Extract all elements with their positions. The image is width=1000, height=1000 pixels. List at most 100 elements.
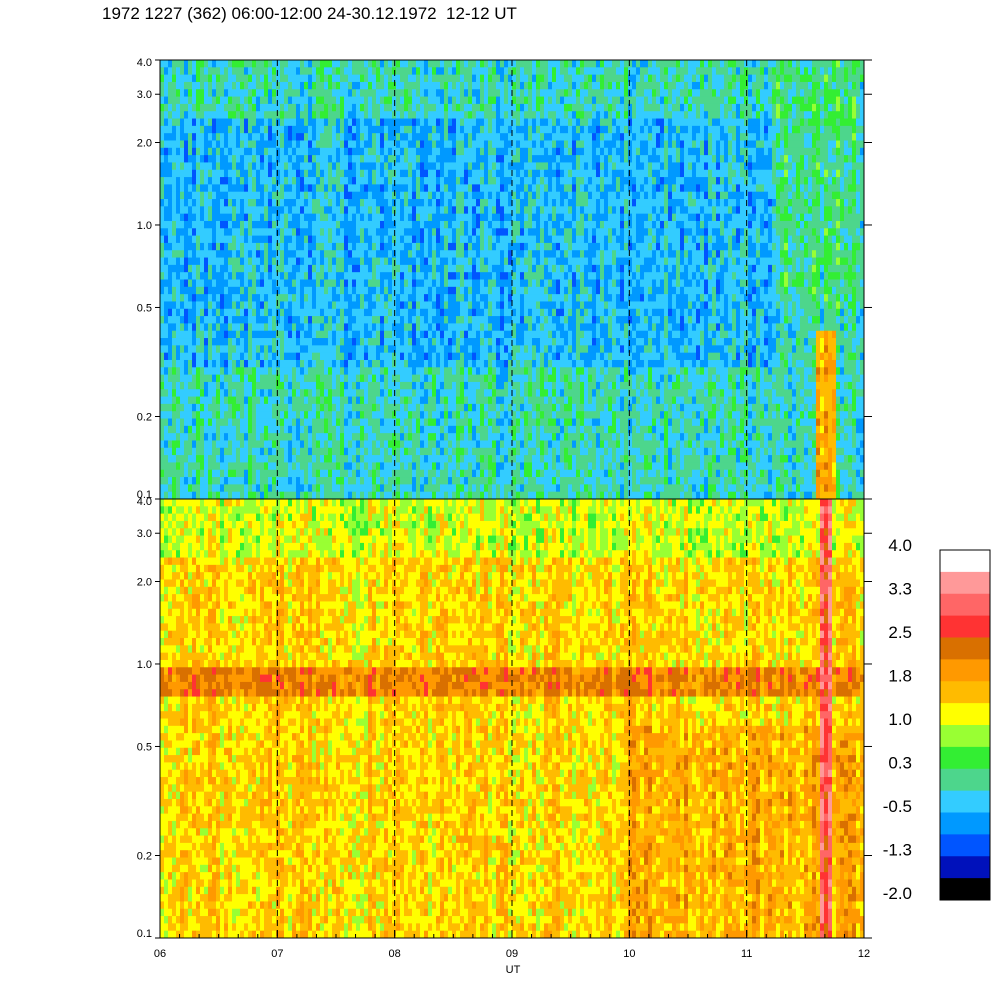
spectrogram-cell (176, 118, 181, 127)
spectrogram-cell (160, 491, 165, 499)
spectrogram-cell (444, 60, 449, 68)
spectrogram-cell (176, 425, 181, 434)
spectrogram-cell (164, 462, 169, 471)
spectrogram-cell (208, 323, 213, 332)
spectrogram-cell (340, 279, 345, 288)
spectrogram-cell (316, 257, 321, 266)
spectrogram-cell (320, 469, 325, 478)
spectrogram-cell (188, 433, 193, 442)
spectrogram-cell (464, 184, 469, 193)
spectrogram-cell (308, 242, 313, 251)
spectrogram-cell (196, 425, 201, 434)
spectrogram-cell (196, 418, 201, 427)
spectrogram-cell (240, 396, 245, 405)
spectrogram-cell (228, 191, 233, 200)
spectrogram-cell (232, 389, 237, 398)
spectrogram-cell (224, 67, 229, 76)
spectrogram-cell (476, 206, 481, 215)
spectrogram-cell (424, 118, 429, 127)
spectrogram-cell (420, 140, 425, 149)
spectrogram-cell (276, 440, 281, 449)
spectrogram-cell (336, 301, 341, 310)
spectrogram-cell (352, 67, 357, 76)
spectrogram-cell (364, 199, 369, 207)
spectrogram-cell (412, 294, 417, 303)
spectrogram-cell (284, 396, 289, 405)
spectrogram-cell (452, 257, 457, 266)
spectrogram-cell (388, 469, 393, 478)
spectrogram-cell (432, 338, 437, 346)
spectrogram-cell (240, 469, 245, 478)
spectrogram-cell (292, 89, 297, 98)
spectrogram-cell (184, 330, 189, 339)
spectrogram-cell (476, 279, 481, 288)
spectrogram-cell (332, 206, 337, 215)
spectrogram-cell (428, 294, 433, 303)
spectrogram-cell (268, 294, 273, 303)
spectrogram-cell (240, 74, 245, 83)
spectrogram-cell (352, 250, 357, 259)
spectrogram-cell (180, 177, 185, 185)
spectrogram-cell (176, 257, 181, 266)
spectrogram-cell (364, 359, 369, 368)
spectrogram-cell (468, 147, 473, 156)
spectrogram-cell (484, 462, 489, 471)
spectrogram-cell (224, 199, 229, 207)
spectrogram-cell (364, 111, 369, 120)
spectrogram-cell (296, 338, 301, 346)
spectrogram-cell (388, 213, 393, 222)
spectrogram-cell (404, 213, 409, 222)
spectrogram-cell (292, 169, 297, 178)
spectrogram-cell (332, 352, 337, 361)
spectrogram-cell (444, 184, 449, 193)
spectrogram-cell (412, 206, 417, 215)
spectrogram-cell (484, 352, 489, 361)
spectrogram-cell (356, 74, 361, 83)
spectrogram-cell (332, 308, 337, 317)
spectrogram-cell (336, 381, 341, 390)
spectrogram-cell (204, 133, 209, 142)
spectrogram-cell (164, 491, 169, 499)
spectrogram-cell (168, 308, 173, 317)
spectrogram-cell (168, 272, 173, 281)
spectrogram-cell (164, 199, 169, 207)
spectrogram-cell (372, 418, 377, 427)
spectrogram-cell (232, 286, 237, 295)
spectrogram-cell (460, 374, 465, 383)
spectrogram-cell (240, 403, 245, 412)
spectrogram-cell (172, 206, 177, 215)
spectrogram-cell (416, 455, 421, 464)
spectrogram-cell (412, 455, 417, 464)
spectrogram-cell (268, 220, 273, 229)
spectrogram-cell (388, 345, 393, 354)
spectrogram-cell (376, 206, 381, 215)
spectrogram-cell (476, 338, 481, 346)
spectrogram-cell (244, 286, 249, 295)
spectrogram-cell (288, 345, 293, 354)
spectrogram-cell (456, 206, 461, 215)
spectrogram-cell (220, 469, 225, 478)
spectrogram-cell (220, 374, 225, 383)
spectrogram-cell (216, 447, 221, 456)
spectrogram-cell (276, 169, 281, 178)
spectrogram-cell (476, 184, 481, 193)
spectrogram-cell (340, 213, 345, 222)
spectrogram-cell (224, 381, 229, 390)
spectrogram-cell (460, 155, 465, 164)
spectrogram-cell (284, 455, 289, 464)
spectrogram-cell (484, 484, 489, 493)
spectrogram-cell (488, 199, 493, 207)
spectrogram-cell (352, 286, 357, 295)
spectrogram-cell (188, 491, 193, 499)
spectrogram-cell (228, 125, 233, 134)
spectrogram-cell (280, 264, 285, 273)
spectrogram-cell (248, 177, 253, 185)
spectrogram-cell (420, 294, 425, 303)
spectrogram-cell (464, 111, 469, 120)
spectrogram-cell (352, 403, 357, 412)
spectrogram-cell (164, 257, 169, 266)
spectrogram-cell (476, 425, 481, 434)
spectrogram-cell (252, 477, 257, 485)
spectrogram-cell (340, 228, 345, 237)
spectrogram-cell (164, 67, 169, 76)
